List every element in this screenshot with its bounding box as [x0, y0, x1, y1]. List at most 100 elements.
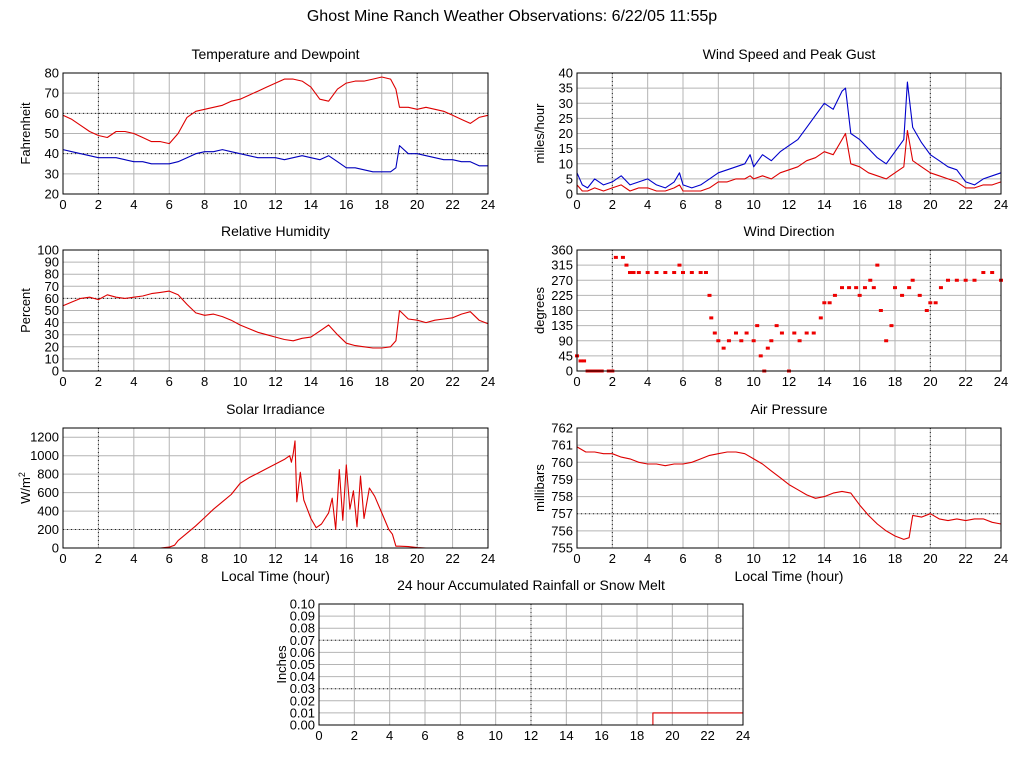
data-point	[774, 324, 779, 328]
y-tick-label: 755	[551, 541, 573, 556]
y-tick-label: 0.06	[290, 645, 315, 660]
y-axis-label: Inches	[274, 645, 289, 684]
data-point	[972, 278, 977, 282]
y-tick-label: 30	[45, 166, 59, 181]
x-tick-label: 2	[95, 551, 102, 566]
x-tick-label: 14	[817, 197, 831, 212]
x-axis-label: Local Time (hour)	[735, 568, 844, 584]
x-tick-label: 20	[410, 551, 424, 566]
y-tick-label: 0.03	[290, 681, 315, 696]
data-point	[677, 263, 682, 267]
x-tick-label: 22	[445, 197, 459, 212]
y-tick-label: 800	[37, 467, 59, 482]
x-tick-label: 14	[817, 551, 831, 566]
y-tick-label: 50	[45, 126, 59, 141]
data-point	[721, 346, 726, 350]
x-tick-label: 8	[715, 374, 722, 389]
data-point	[744, 331, 749, 335]
plot-frame	[576, 249, 1002, 372]
y-tick-label: 270	[551, 273, 573, 288]
x-tick-label: 6	[166, 551, 173, 566]
data-point	[712, 331, 717, 335]
data-point	[811, 331, 816, 335]
x-tick-label: 2	[609, 374, 616, 389]
x-tick-label: 10	[233, 197, 247, 212]
y-axis-label: W/m2	[17, 472, 33, 504]
x-tick-label: 4	[644, 197, 651, 212]
x-tick-label: 4	[386, 728, 393, 743]
x-tick-label: 0	[315, 728, 322, 743]
y-tick-label: 0.08	[290, 621, 315, 636]
data-point	[889, 324, 894, 328]
data-point	[832, 293, 837, 297]
x-tick-label: 18	[630, 728, 644, 743]
x-tick-label: 14	[817, 374, 831, 389]
x-tick-label: 18	[375, 374, 389, 389]
x-tick-label: 8	[201, 197, 208, 212]
chart-title: Wind Speed and Peak Gust	[703, 46, 876, 62]
x-tick-label: 12	[782, 374, 796, 389]
x-tick-label: 0	[59, 197, 66, 212]
y-tick-label: 759	[551, 472, 573, 487]
series-line-1	[63, 440, 488, 549]
x-tick-label: 0	[59, 374, 66, 389]
x-tick-label: 2	[95, 197, 102, 212]
data-point	[981, 271, 986, 275]
x-tick-label: 16	[339, 374, 353, 389]
x-tick-label: 6	[679, 197, 686, 212]
chart-title: Wind Direction	[743, 223, 834, 239]
x-tick-label: 2	[95, 374, 102, 389]
x-tick-label: 20	[410, 197, 424, 212]
y-axis-label: Fahrenheit	[18, 102, 33, 165]
data-point	[739, 339, 744, 343]
data-point	[636, 271, 641, 275]
x-tick-label: 16	[852, 197, 866, 212]
x-tick-label: 24	[994, 551, 1008, 566]
data-point	[822, 301, 827, 305]
series-line-1	[62, 76, 489, 145]
x-tick-label: 8	[201, 551, 208, 566]
y-tick-label: 0	[52, 364, 59, 379]
y-tick-label: 25	[559, 111, 573, 126]
data-point	[698, 271, 703, 275]
x-tick-label: 18	[888, 374, 902, 389]
x-tick-label: 22	[958, 197, 972, 212]
plot-frame	[576, 72, 1002, 195]
chart-rain: 0 2 4 6 8 10 12 14 16 18 20 22 240.000.010.020.030.0…	[274, 577, 750, 743]
x-tick-label: 20	[923, 374, 937, 389]
y-tick-label: 20	[559, 126, 573, 141]
page-title: Ghost Mine Ranch Weather Observations: 6…	[306, 8, 718, 25]
series-line-1	[576, 446, 1002, 540]
data-point	[954, 278, 959, 282]
y-tick-label: 45	[559, 348, 573, 363]
x-tick-label: 10	[746, 197, 760, 212]
y-tick-label: 0.02	[290, 693, 315, 708]
data-point	[582, 359, 587, 363]
data-point	[963, 278, 968, 282]
y-tick-label: 90	[45, 255, 59, 270]
data-point	[862, 286, 867, 290]
x-tick-label: 2	[351, 728, 358, 743]
data-point	[769, 339, 774, 343]
x-tick-label: 24	[481, 374, 495, 389]
x-tick-label: 22	[700, 728, 714, 743]
data-point	[628, 271, 632, 275]
plot-frame	[576, 427, 1002, 549]
x-tick-label: 2	[609, 551, 616, 566]
x-tick-label: 20	[410, 374, 424, 389]
x-tick-label: 12	[524, 728, 538, 743]
y-tick-label: 50	[45, 303, 59, 318]
x-tick-label: 22	[958, 374, 972, 389]
x-tick-label: 6	[166, 197, 173, 212]
x-tick-label: 8	[457, 728, 464, 743]
x-tick-label: 6	[421, 728, 428, 743]
data-point	[765, 346, 770, 350]
x-tick-label: 24	[481, 197, 495, 212]
y-tick-label: 0.10	[290, 597, 315, 612]
data-point	[818, 316, 823, 320]
data-point	[797, 339, 802, 343]
x-tick-label: 10	[233, 551, 247, 566]
y-tick-label: 760	[551, 455, 573, 470]
x-tick-label: 16	[339, 197, 353, 212]
series-line-2	[576, 129, 1002, 192]
